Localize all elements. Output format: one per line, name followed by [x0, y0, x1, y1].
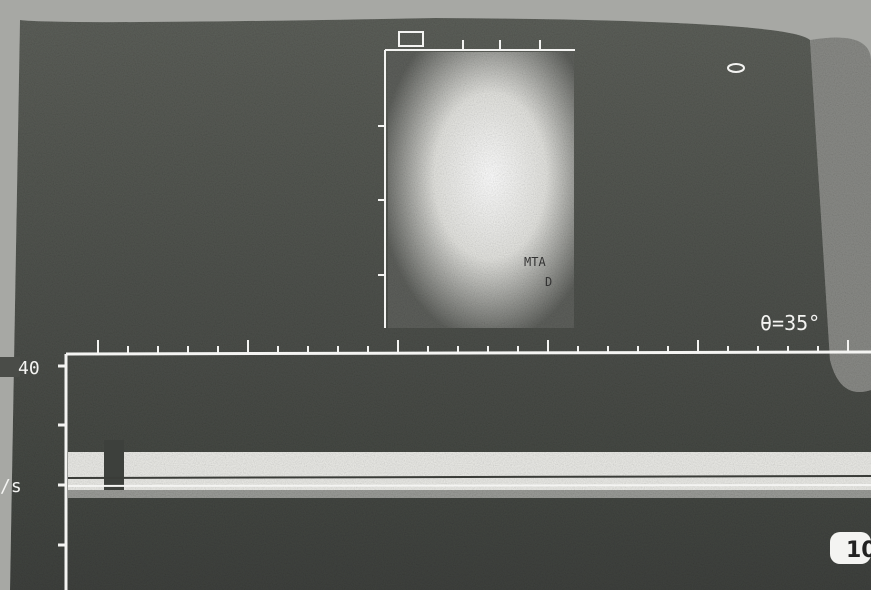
reverse-flow	[68, 490, 871, 498]
ultrasound-screen: MTA D θ=35° 40 /s 10	[0, 0, 871, 590]
image-label: D	[545, 275, 552, 289]
image-label: MTA	[524, 255, 546, 269]
baseline	[68, 485, 871, 486]
unit-label: /s	[0, 476, 22, 497]
angle-label: θ=35°	[760, 311, 820, 335]
label-bg	[0, 357, 20, 377]
scale-label: 40	[18, 358, 40, 379]
corner-label: 10	[846, 538, 871, 563]
